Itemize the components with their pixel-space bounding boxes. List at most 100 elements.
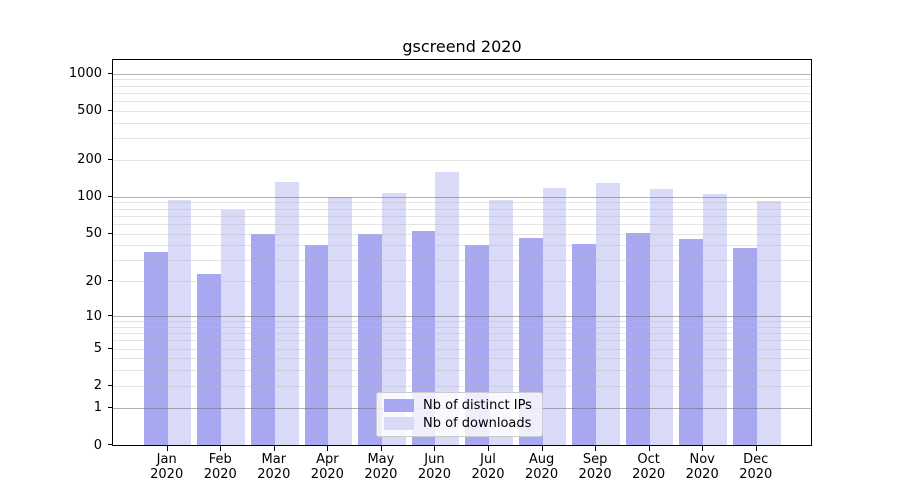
minor-gridline <box>113 260 811 262</box>
x-tick-mark <box>220 446 222 451</box>
bar-distinct-ips <box>143 252 168 445</box>
minor-gridline <box>113 223 811 225</box>
y-tick-label: 20 <box>85 273 102 289</box>
minor-gridline <box>113 85 811 87</box>
bar-distinct-ips <box>251 233 275 445</box>
bar-downloads <box>167 199 192 445</box>
legend-label: Nb of downloads <box>423 415 532 431</box>
y-tick-mark <box>108 158 113 160</box>
minor-gridline <box>113 202 811 204</box>
y-tick-mark <box>108 444 113 445</box>
y-tick-label: 50 <box>85 226 102 242</box>
x-tick-mark <box>702 446 704 451</box>
bar-downloads <box>381 192 406 445</box>
x-tick-label: Jul 2020 <box>471 452 505 482</box>
minor-gridline <box>113 245 811 247</box>
x-tick-mark <box>434 446 436 451</box>
x-tick-label: Apr 2020 <box>310 452 344 482</box>
bar-downloads <box>756 200 781 445</box>
bar-distinct-ips <box>572 244 597 445</box>
y-tick-label: 10 <box>85 308 102 324</box>
y-tick-label: 1 <box>93 400 102 416</box>
minor-gridline <box>113 233 811 235</box>
x-tick-label: Jun 2020 <box>417 452 451 482</box>
y-tick-label: 5 <box>93 341 102 357</box>
minor-gridline <box>113 348 811 350</box>
legend-label: Nb of distinct IPs <box>423 397 532 413</box>
minor-gridline <box>113 333 811 335</box>
minor-gridline <box>113 326 811 328</box>
chart-title: gscreend 2020 <box>402 37 522 56</box>
legend-entry: Nb of downloads <box>384 416 534 431</box>
x-tick-label: Jan 2020 <box>150 452 184 482</box>
minor-gridline <box>113 92 811 94</box>
x-tick-label: Oct 2020 <box>632 452 666 482</box>
minor-gridline <box>113 208 811 210</box>
major-gridline <box>113 73 811 75</box>
legend-swatch-distinct-ips <box>384 399 414 412</box>
minor-gridline <box>113 385 811 387</box>
y-tick-mark <box>108 232 113 234</box>
minor-gridline <box>113 122 811 124</box>
y-tick-label: 500 <box>77 103 102 119</box>
y-tick-mark <box>108 347 113 349</box>
bar-distinct-ips <box>679 239 704 445</box>
major-gridline <box>113 316 811 318</box>
x-tick-label: Sep 2020 <box>578 452 612 482</box>
legend: Nb of distinct IPs Nb of downloads <box>376 392 543 437</box>
x-tick-mark <box>541 446 543 451</box>
bar-downloads <box>703 193 727 445</box>
x-tick-mark <box>327 446 329 451</box>
x-tick-mark <box>595 446 597 451</box>
major-gridline <box>113 196 811 198</box>
y-tick-mark <box>108 280 113 282</box>
y-tick-label: 200 <box>77 152 102 168</box>
y-tick-mark <box>108 109 113 111</box>
plot-area <box>112 59 812 446</box>
x-tick-mark <box>755 446 757 451</box>
x-tick-label: Nov 2020 <box>685 452 719 482</box>
bar-distinct-ips <box>625 232 650 445</box>
x-tick-label: Feb 2020 <box>203 452 237 482</box>
minor-gridline <box>113 159 811 161</box>
minor-gridline <box>113 100 811 102</box>
x-tick-mark <box>648 446 650 451</box>
y-tick-mark <box>108 384 113 386</box>
bar-downloads <box>489 200 513 445</box>
minor-gridline <box>113 138 811 140</box>
x-tick-label: Aug 2020 <box>525 452 559 482</box>
bar-downloads <box>435 172 460 445</box>
minor-gridline <box>113 215 811 217</box>
x-tick-mark <box>273 446 275 451</box>
x-tick-label: Mar 2020 <box>257 452 291 482</box>
bar-distinct-ips <box>304 245 329 445</box>
legend-entry: Nb of distinct IPs <box>384 398 534 413</box>
legend-swatch-downloads <box>384 417 414 430</box>
x-tick-label: May 2020 <box>364 452 398 482</box>
bar-downloads <box>328 196 353 445</box>
x-tick-mark <box>166 446 168 451</box>
bar-distinct-ips <box>411 230 436 445</box>
y-tick-label: 2 <box>93 378 102 394</box>
bar-downloads <box>221 210 246 445</box>
y-tick-mark <box>108 406 113 408</box>
y-tick-label: 1000 <box>68 66 102 82</box>
x-tick-mark <box>488 446 489 451</box>
minor-gridline <box>113 281 811 283</box>
x-tick-label: Dec 2020 <box>739 452 773 482</box>
gridlines-layer <box>113 60 811 445</box>
minor-gridline <box>113 358 811 360</box>
bar-downloads <box>274 182 299 445</box>
y-tick-mark <box>108 315 113 317</box>
y-tick-label: 100 <box>77 189 102 205</box>
y-tick-label: 0 <box>93 437 102 453</box>
bar-distinct-ips <box>732 248 757 445</box>
minor-gridline <box>113 79 811 81</box>
minor-gridline <box>113 110 811 112</box>
bar-distinct-ips <box>358 233 382 445</box>
y-tick-mark <box>108 195 113 197</box>
bar-downloads <box>596 183 620 445</box>
x-tick-mark <box>380 446 382 451</box>
minor-gridline <box>113 321 811 323</box>
